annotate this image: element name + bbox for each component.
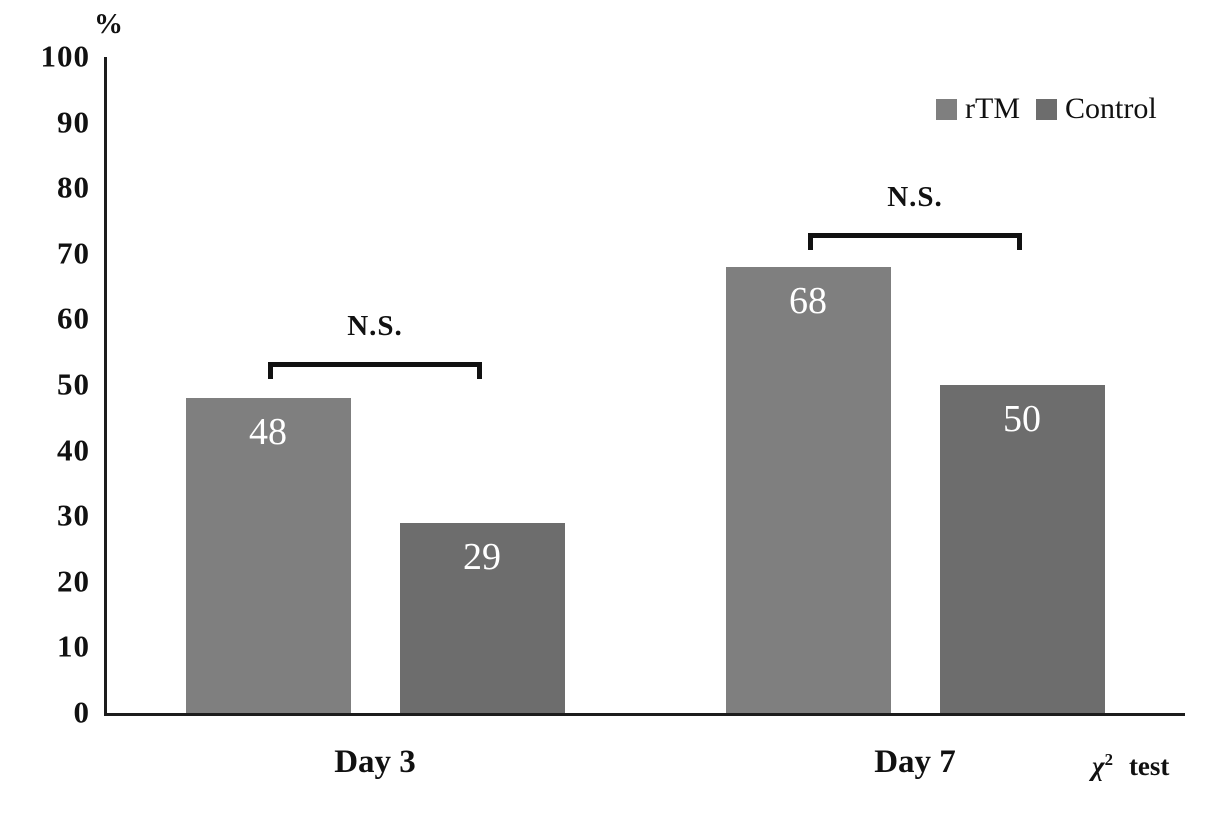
chi-exponent: 2 bbox=[1104, 750, 1113, 769]
y-tick-label-0: 0 bbox=[73, 694, 90, 730]
legend-item-control: Control bbox=[1036, 92, 1157, 126]
bar-control-day3: 29 bbox=[399, 522, 565, 713]
bar-value-label-rtm-day3: 48 bbox=[249, 411, 287, 454]
bar-value-label-control-day3: 29 bbox=[463, 535, 501, 578]
y-tick-label-100: 100 bbox=[40, 38, 90, 74]
significance-bracket-day7 bbox=[808, 232, 1022, 250]
bar-rtm-day3: 48 bbox=[185, 398, 351, 713]
y-tick-label-60: 60 bbox=[57, 300, 90, 336]
legend-swatch-control-icon bbox=[1036, 98, 1057, 120]
legend-label-control: Control bbox=[1065, 92, 1157, 125]
bar-rtm-day7: 68 bbox=[725, 266, 891, 713]
legend-swatch-rtm-icon bbox=[936, 98, 957, 120]
legend: rTM Control bbox=[936, 92, 1157, 126]
stat-test-word: test bbox=[1128, 751, 1170, 781]
ns-annotation-day3: N.S. bbox=[347, 310, 403, 343]
y-tick-label-70: 70 bbox=[57, 235, 90, 271]
ns-annotation-day7: N.S. bbox=[887, 180, 943, 213]
y-tick-label-80: 80 bbox=[57, 169, 90, 205]
y-tick-label-20: 20 bbox=[57, 563, 90, 599]
legend-item-rtm: rTM bbox=[936, 92, 1020, 126]
significance-bracket-day3 bbox=[268, 362, 482, 380]
legend-label-rtm: rTM bbox=[965, 92, 1020, 125]
bar-value-label-rtm-day7: 68 bbox=[789, 279, 827, 322]
y-tick-label-10: 10 bbox=[57, 628, 90, 664]
category-label-day3: Day 3 bbox=[334, 744, 416, 780]
y-tick-label-50: 50 bbox=[57, 366, 90, 402]
bar-value-label-control-day7: 50 bbox=[1003, 398, 1041, 440]
x-axis-line bbox=[104, 713, 1185, 716]
category-label-day7: Day 7 bbox=[874, 744, 956, 780]
stat-test-label: χ2 test bbox=[1092, 750, 1169, 782]
y-axis-unit-label: % bbox=[94, 8, 123, 40]
y-tick-label-90: 90 bbox=[57, 103, 90, 139]
bar-control-day7: 50 bbox=[939, 385, 1105, 713]
y-axis-line bbox=[104, 57, 107, 716]
y-tick-label-30: 30 bbox=[57, 497, 90, 533]
y-tick-label-40: 40 bbox=[57, 431, 90, 467]
chi-symbol: χ bbox=[1092, 751, 1105, 781]
